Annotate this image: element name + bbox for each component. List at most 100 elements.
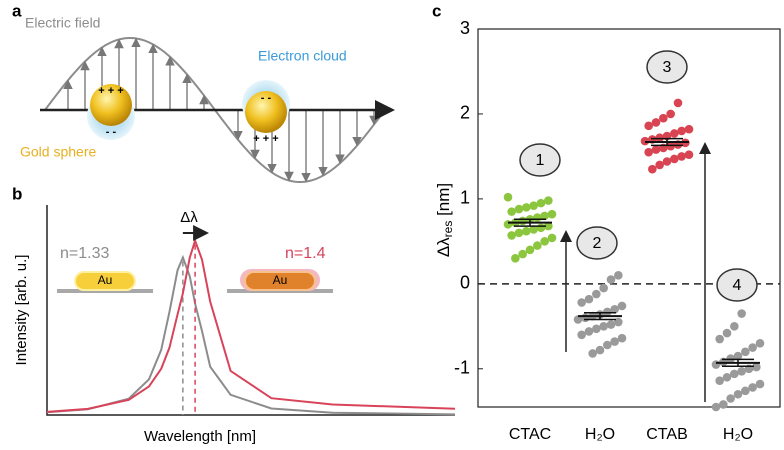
x-tick-label: H₂O bbox=[723, 426, 753, 443]
data-point bbox=[610, 305, 619, 314]
x-tick-label: H₂O bbox=[585, 426, 615, 443]
y-axis-label-part: [nm] bbox=[434, 183, 453, 221]
gold-sphere bbox=[90, 84, 132, 126]
data-point bbox=[711, 402, 721, 412]
data-point bbox=[610, 337, 619, 346]
data-point bbox=[755, 338, 765, 348]
data-point bbox=[677, 126, 686, 136]
rod-label: Au bbox=[98, 273, 113, 287]
data-point bbox=[599, 322, 608, 331]
annotation-badge bbox=[646, 50, 688, 84]
data-point bbox=[533, 213, 542, 222]
data-point bbox=[533, 241, 542, 250]
data-point bbox=[748, 343, 757, 352]
data-point bbox=[677, 152, 686, 161]
y-axis-label: Δλres [nm] bbox=[434, 183, 455, 257]
data-point bbox=[525, 245, 535, 255]
data-point bbox=[503, 192, 513, 202]
data-point bbox=[507, 207, 516, 216]
data-point bbox=[592, 289, 601, 299]
data-point bbox=[617, 333, 627, 343]
data-point bbox=[614, 271, 623, 280]
data-point bbox=[670, 154, 679, 164]
y-axis-label-part: res bbox=[441, 221, 455, 238]
data-point bbox=[662, 157, 672, 166]
data-point bbox=[514, 204, 524, 214]
gold-sphere bbox=[245, 91, 287, 133]
rod-label: Au bbox=[273, 273, 288, 287]
spectrum-line bbox=[46, 254, 456, 416]
y-axis-label: Intensity [arb. u.] bbox=[13, 255, 30, 366]
field-label: Electric field bbox=[25, 15, 100, 31]
au-rod bbox=[74, 271, 136, 291]
data-point bbox=[614, 317, 623, 327]
data-point bbox=[584, 294, 594, 304]
data-point bbox=[603, 307, 612, 317]
y-tick-label: 0 bbox=[460, 273, 470, 293]
charge: + + + bbox=[253, 133, 278, 145]
data-point bbox=[655, 133, 664, 143]
data-point bbox=[522, 203, 531, 212]
data-point bbox=[748, 383, 757, 392]
series-label: n=1.33 bbox=[60, 245, 109, 262]
error-bar bbox=[722, 358, 754, 367]
data-point bbox=[540, 237, 549, 246]
data-point bbox=[507, 231, 516, 240]
annotation: 3 bbox=[663, 59, 672, 76]
data-point bbox=[581, 313, 590, 323]
axes bbox=[46, 205, 455, 416]
data-point bbox=[726, 354, 735, 363]
y-tick-label: 1 bbox=[460, 188, 470, 208]
data-point bbox=[726, 394, 735, 403]
data-point bbox=[540, 211, 549, 221]
data-point bbox=[741, 347, 750, 357]
data-point bbox=[577, 330, 586, 340]
data-point bbox=[755, 379, 765, 389]
data-point bbox=[684, 150, 694, 160]
cloud-label: Electron cloud bbox=[258, 48, 347, 64]
data-point bbox=[644, 121, 653, 131]
data-point bbox=[547, 209, 557, 219]
data-point bbox=[503, 220, 513, 229]
data-point bbox=[655, 160, 664, 170]
error-bar bbox=[514, 218, 546, 227]
panel-label: b bbox=[12, 184, 22, 203]
y-tick-label: -1 bbox=[454, 358, 470, 378]
annotation-badge bbox=[576, 226, 618, 260]
data-point bbox=[573, 315, 583, 324]
data-point bbox=[711, 360, 721, 369]
y-axis-label-part: Δλ bbox=[434, 237, 453, 257]
x-tick-label: CTAB bbox=[646, 426, 687, 443]
annotation-badge bbox=[519, 143, 561, 177]
data-point bbox=[518, 249, 527, 259]
charge: - - bbox=[106, 126, 117, 138]
data-point bbox=[651, 145, 661, 154]
annotation-badge bbox=[716, 268, 758, 302]
data-point bbox=[518, 216, 527, 226]
annotation: 1 bbox=[536, 152, 545, 169]
spectrum-line bbox=[46, 237, 456, 413]
charge: + + + bbox=[98, 85, 123, 97]
data-point bbox=[536, 198, 546, 208]
annotation: 2 bbox=[593, 235, 602, 252]
x-tick-label: CTAC bbox=[509, 426, 551, 443]
data-point bbox=[684, 124, 694, 134]
data-point bbox=[606, 320, 616, 329]
data-point bbox=[733, 389, 743, 399]
data-point bbox=[722, 328, 732, 338]
au-rod bbox=[244, 271, 316, 291]
data-point bbox=[715, 376, 724, 385]
data-point bbox=[606, 275, 616, 284]
wave-diagram: + + + - - - - + + + bbox=[40, 37, 395, 183]
y-tick-label: 3 bbox=[460, 18, 470, 38]
y-tick-label: 2 bbox=[460, 103, 470, 123]
data-point bbox=[730, 369, 739, 379]
data-point bbox=[592, 324, 601, 334]
charge: - - bbox=[261, 92, 272, 104]
data-point bbox=[666, 109, 675, 119]
data-point bbox=[603, 340, 612, 350]
data-point bbox=[644, 147, 653, 157]
data-point bbox=[511, 254, 520, 263]
data-point bbox=[752, 362, 761, 372]
